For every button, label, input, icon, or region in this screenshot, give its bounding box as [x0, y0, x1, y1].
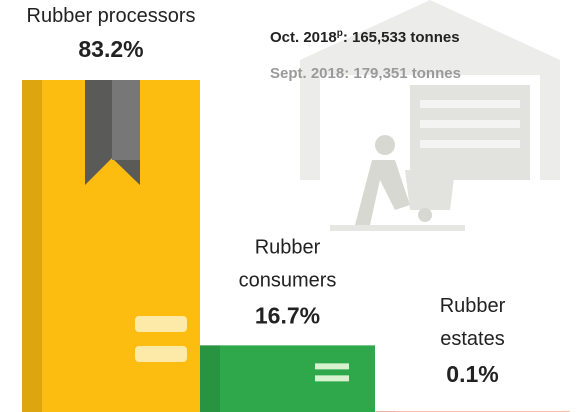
value-label: 83.2%: [78, 36, 143, 62]
annotation-sup: p: [337, 28, 343, 39]
category-label-line: Rubber: [440, 295, 506, 317]
bar-shade: [200, 345, 220, 412]
category-label-line: Rubber: [255, 236, 321, 258]
bar-shade: [22, 80, 42, 412]
category-label: Rubber consumers: [239, 236, 337, 291]
label-mark: [315, 375, 349, 382]
category-label: Rubber estates: [440, 295, 506, 350]
annotation: Oct. 2018p: 165,533 tonnes: [270, 28, 460, 46]
annotation-text: Oct. 2018: [270, 29, 337, 46]
value-label: 16.7%: [255, 302, 320, 328]
category-label: Rubber processors: [27, 5, 196, 27]
value-label: 0.1%: [446, 361, 498, 387]
category-label-line: consumers: [239, 269, 337, 291]
bookmark-shade: [112, 80, 140, 160]
annotation: Sept. 2018: 179,351 tonnes: [270, 65, 461, 82]
label-mark: [135, 316, 187, 332]
warehouse-icon: [300, 0, 560, 231]
label-mark: [315, 363, 349, 370]
category-label-line: estates: [440, 328, 504, 350]
label-mark: [135, 346, 187, 362]
annotation-value: : 165,533 tonnes: [343, 29, 460, 46]
